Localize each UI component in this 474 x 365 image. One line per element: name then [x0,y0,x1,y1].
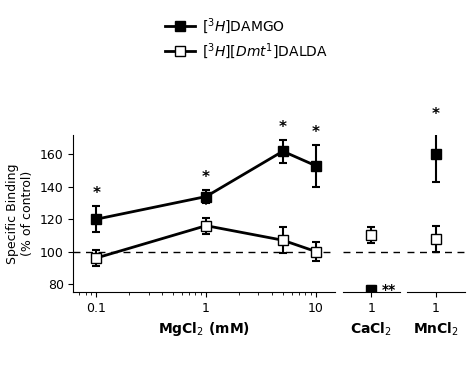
Text: **: ** [382,283,396,297]
Legend: $[^{3}H]$DAMGO, $[^{3}H][Dmt^{1}]$DALDA: $[^{3}H]$DAMGO, $[^{3}H][Dmt^{1}]$DALDA [159,11,334,67]
Y-axis label: Specific Binding
(% of control): Specific Binding (% of control) [6,163,34,264]
Text: *: * [279,120,287,135]
X-axis label: MnCl$_2$: MnCl$_2$ [413,320,459,338]
Text: *: * [432,107,440,122]
Text: *: * [202,198,210,213]
X-axis label: CaCl$_2$: CaCl$_2$ [350,320,392,338]
X-axis label: MgCl$_2$ (mM): MgCl$_2$ (mM) [158,320,250,338]
Text: *: * [312,125,320,140]
Text: *: * [202,170,210,185]
Text: *: * [92,187,100,201]
